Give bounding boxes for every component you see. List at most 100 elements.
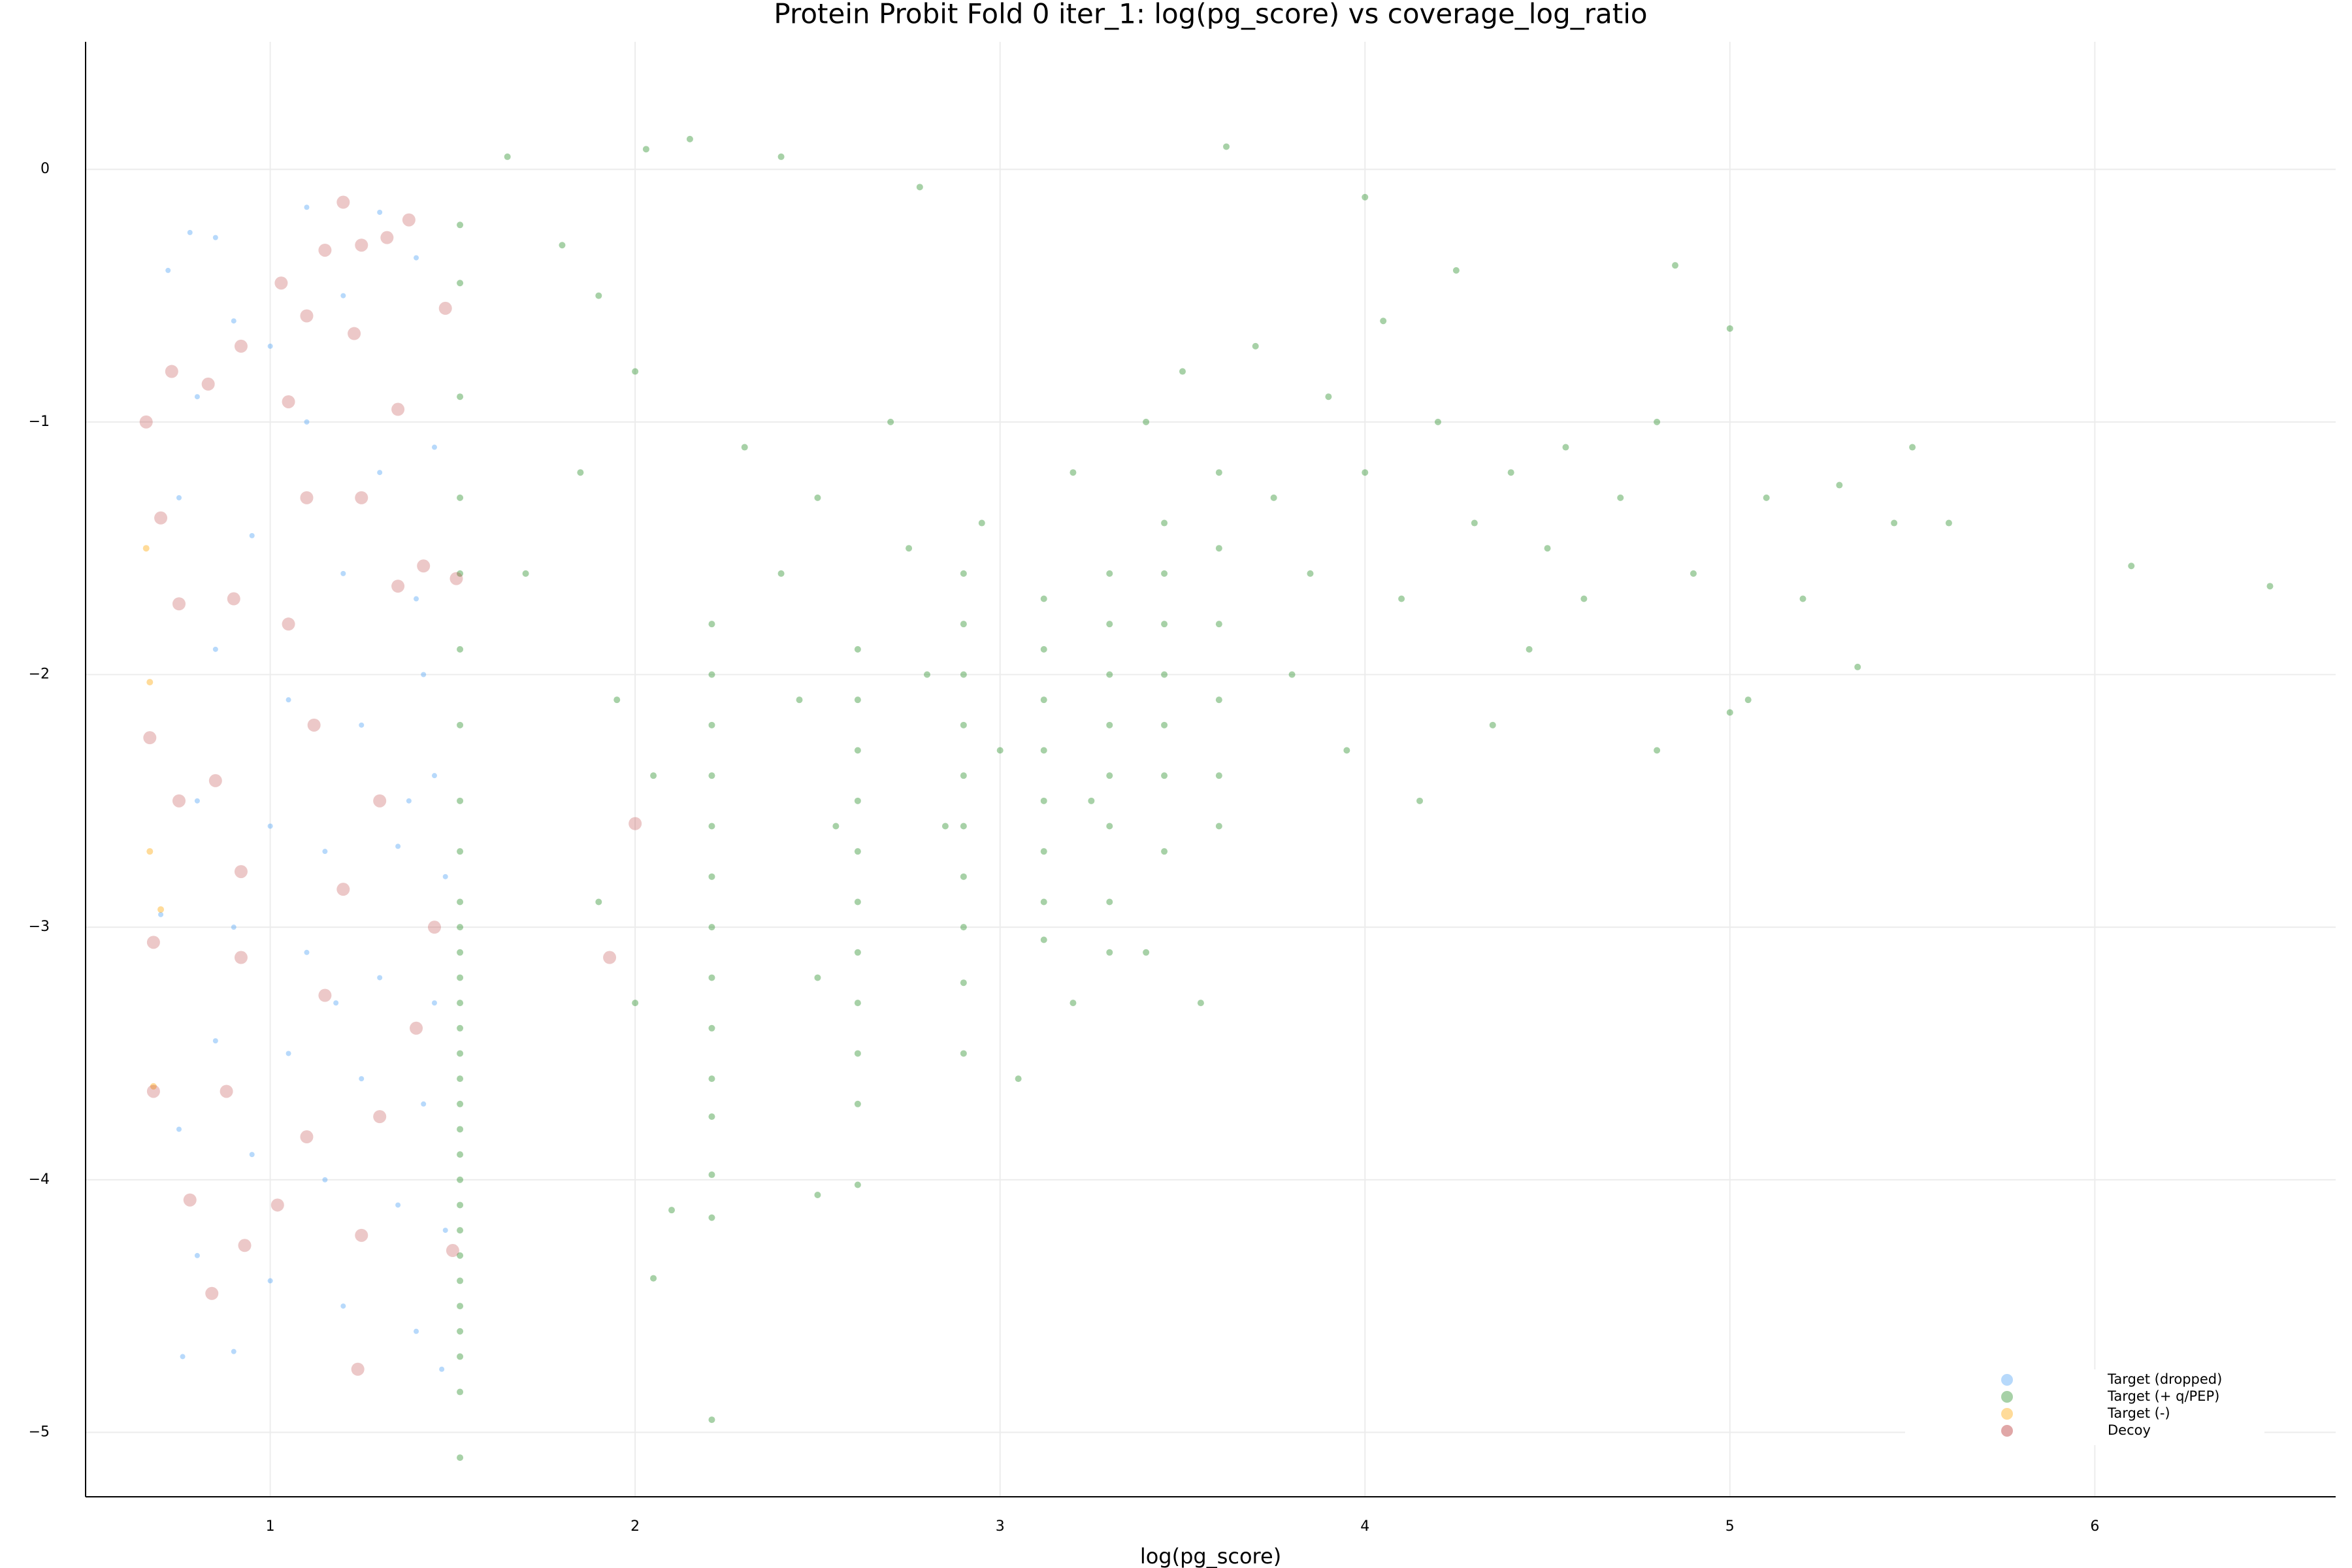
scatter-point <box>300 1130 314 1144</box>
scatter-point <box>439 1366 445 1372</box>
scatter-point <box>238 1239 252 1252</box>
y-tick-label: −4 <box>29 1171 50 1188</box>
scatter-point <box>1343 747 1350 754</box>
scatter-point <box>1223 143 1230 150</box>
scatter-point <box>708 1416 715 1424</box>
scatter-point <box>1854 663 1861 670</box>
scatter-point <box>307 718 321 732</box>
scatter-point <box>1161 671 1168 678</box>
scatter-point <box>172 597 186 611</box>
scatter-point <box>355 1228 368 1242</box>
scatter-point <box>650 1275 657 1282</box>
scatter-point <box>1763 494 1770 501</box>
scatter-point <box>708 823 715 830</box>
scatter-point <box>924 671 931 678</box>
scatter-point <box>1040 898 1047 906</box>
legend-label: Decoy <box>2108 1422 2151 1438</box>
scatter-point <box>559 242 566 249</box>
scatter-point <box>906 545 913 552</box>
scatter-point <box>960 873 967 880</box>
scatter-point <box>234 951 248 964</box>
scatter-point <box>854 1000 861 1007</box>
scatter-point <box>1040 797 1047 804</box>
scatter-point <box>708 621 715 628</box>
scatter-point <box>194 1252 200 1258</box>
scatter-point <box>457 645 464 653</box>
scatter-point <box>708 924 715 931</box>
scatter-point <box>282 617 295 631</box>
scatter-point <box>457 393 464 400</box>
scatter-point <box>1471 519 1478 527</box>
scatter-point <box>1215 621 1222 628</box>
scatter-point <box>449 572 463 585</box>
scatter-point <box>146 679 154 686</box>
scatter-point <box>650 772 657 779</box>
scatter-point <box>1106 570 1113 577</box>
scatter-point <box>194 798 200 804</box>
scatter-point <box>336 883 350 896</box>
scatter-point <box>814 494 821 501</box>
y-tick-label: −1 <box>29 414 50 430</box>
scatter-point <box>1580 595 1588 602</box>
scatter-point <box>814 974 821 981</box>
scatter-point <box>457 898 464 906</box>
scatter-point <box>274 276 288 290</box>
scatter-point <box>854 645 861 653</box>
scatter-point <box>340 570 346 576</box>
scatter-point <box>1143 418 1150 425</box>
y-tick-label: −5 <box>29 1424 50 1440</box>
scatter-point <box>208 774 222 787</box>
scatter-point <box>183 1193 197 1207</box>
scatter-point <box>442 1228 448 1233</box>
x-tick-label: 5 <box>1725 1518 1735 1535</box>
scatter-point <box>1070 469 1077 476</box>
scatter-point <box>286 1051 291 1056</box>
scatter-point <box>212 235 218 240</box>
scatter-point <box>1179 368 1186 375</box>
scatter-point <box>1799 595 1806 602</box>
scatter-point <box>457 1201 464 1209</box>
scatter-point <box>304 419 310 425</box>
scatter-point <box>632 368 639 375</box>
scatter-point <box>796 696 803 704</box>
scatter-point <box>1270 494 1277 501</box>
scatter-point <box>457 494 464 501</box>
scatter-point <box>960 671 967 678</box>
x-tick-label: 1 <box>266 1518 275 1535</box>
scatter-point <box>960 570 967 577</box>
scatter-point <box>854 797 861 804</box>
y-tick-label: 0 <box>41 161 50 177</box>
legend-label: Target (+ q/PEP) <box>2107 1388 2219 1404</box>
scatter-point <box>1106 621 1113 628</box>
scatter-point <box>421 672 427 678</box>
scatter-point <box>231 924 237 930</box>
scatter-point <box>176 1126 182 1132</box>
scatter-point <box>154 511 168 525</box>
legend-label: Target (dropped) <box>2107 1371 2222 1387</box>
scatter-point <box>1015 1075 1022 1083</box>
scatter-point <box>2128 563 2135 570</box>
scatter-point <box>1307 570 1314 577</box>
scatter-point <box>1288 671 1296 678</box>
scatter-point <box>854 949 861 956</box>
scatter-point <box>708 1171 715 1179</box>
scatter-point <box>395 1202 401 1208</box>
scatter-point <box>249 532 255 538</box>
scatter-point <box>668 1207 676 1214</box>
scatter-point <box>708 1024 715 1032</box>
scatter-point <box>421 1101 427 1107</box>
scatter-point <box>1106 823 1113 830</box>
scatter-point <box>143 731 157 745</box>
scatter-point <box>1398 595 1405 602</box>
scatter-point <box>1106 671 1113 678</box>
scatter-point <box>406 798 412 804</box>
scatter-point <box>457 1050 464 1057</box>
legend-box <box>1905 1369 2264 1445</box>
scatter-point <box>1106 721 1113 728</box>
x-tick-label: 2 <box>630 1518 640 1535</box>
scatter-point <box>577 469 584 476</box>
scatter-point <box>854 747 861 754</box>
scatter-point <box>431 773 437 779</box>
scatter-point <box>300 309 314 323</box>
